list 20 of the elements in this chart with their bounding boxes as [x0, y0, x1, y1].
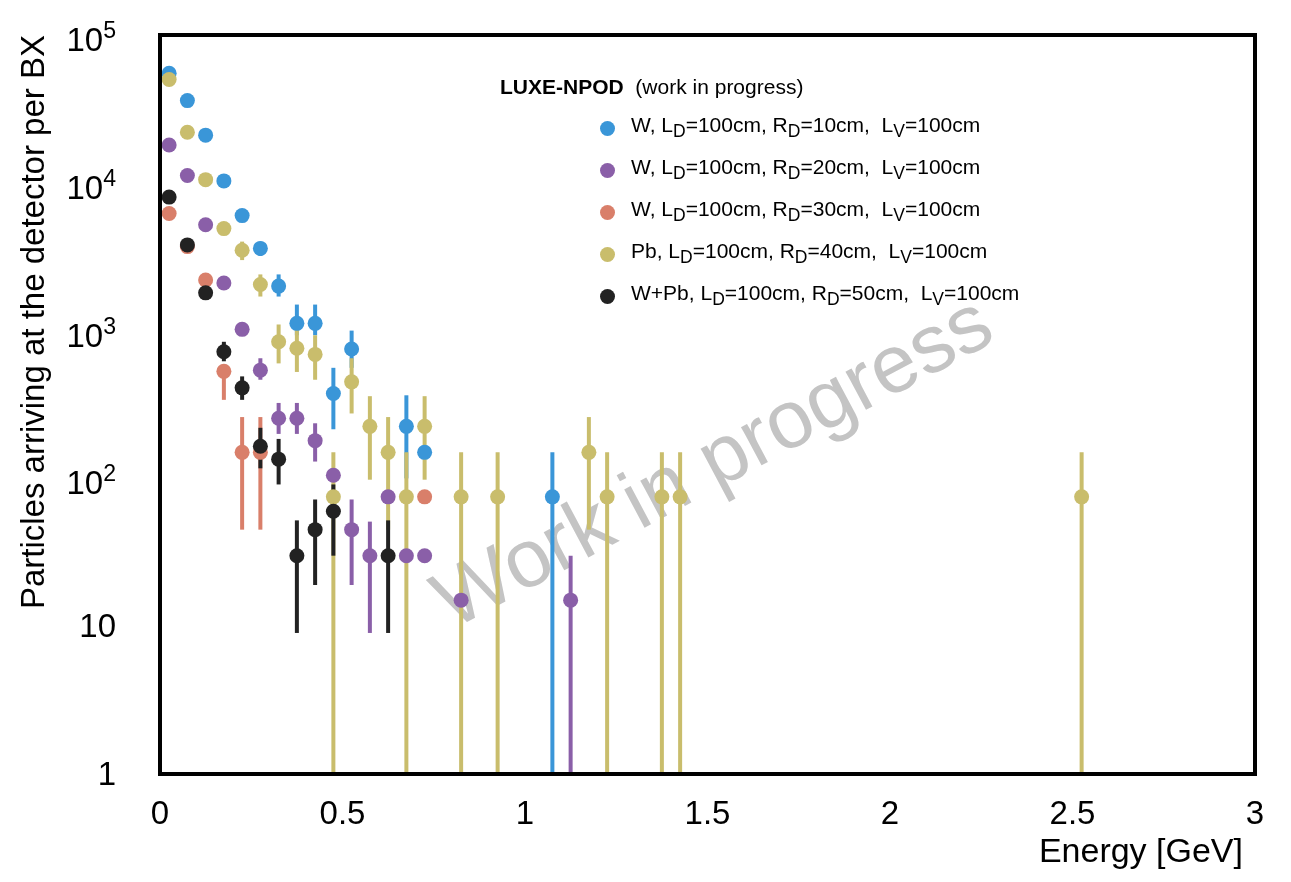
y-tick-label: 10$^{3}$ [66, 312, 116, 354]
y-tick-label: 10 [79, 607, 116, 645]
x-tick-label: 3 [1245, 794, 1265, 831]
y-tick-label: 10$^{4}$ [66, 164, 117, 206]
legend-label: Pb, L$_{D}$=100cm, R$_{D}$=40cm, L$_{V}$=100cm [631, 239, 988, 269]
legend-label: W, L$_{D}$=100cm, R$_{D}$=30cm, L$_{V}$=100cm [631, 197, 981, 227]
x-tick-label: 2.5 [1049, 794, 1096, 831]
y-axis-title: Particles arriving at the detector per BX [14, 35, 51, 610]
legend-label: W, L$_{D}$=100cm, R$_{D}$=20cm, L$_{V}$=100cm [631, 155, 981, 185]
y-tick-label: 10$^{5}$ [66, 17, 116, 58]
y-tick-label: 10$^{2}$ [66, 460, 116, 502]
legend-label: W, L$_{D}$=100cm, R$_{D}$=10cm, L$_{V}$=100cm [631, 113, 981, 143]
x-axis-title: Energy [GeV] [1038, 831, 1243, 869]
y-tick-label: 1 [97, 755, 116, 792]
x-tick-label: 0.5 [319, 794, 366, 831]
x-tick-label: 1 [515, 794, 535, 831]
legend-title: LUXE-NPOD (work in progress) [500, 75, 804, 98]
x-tick-label: 0 [150, 794, 170, 831]
x-tick-label: 2 [880, 794, 900, 831]
x-tick-label: 1.5 [684, 794, 731, 831]
